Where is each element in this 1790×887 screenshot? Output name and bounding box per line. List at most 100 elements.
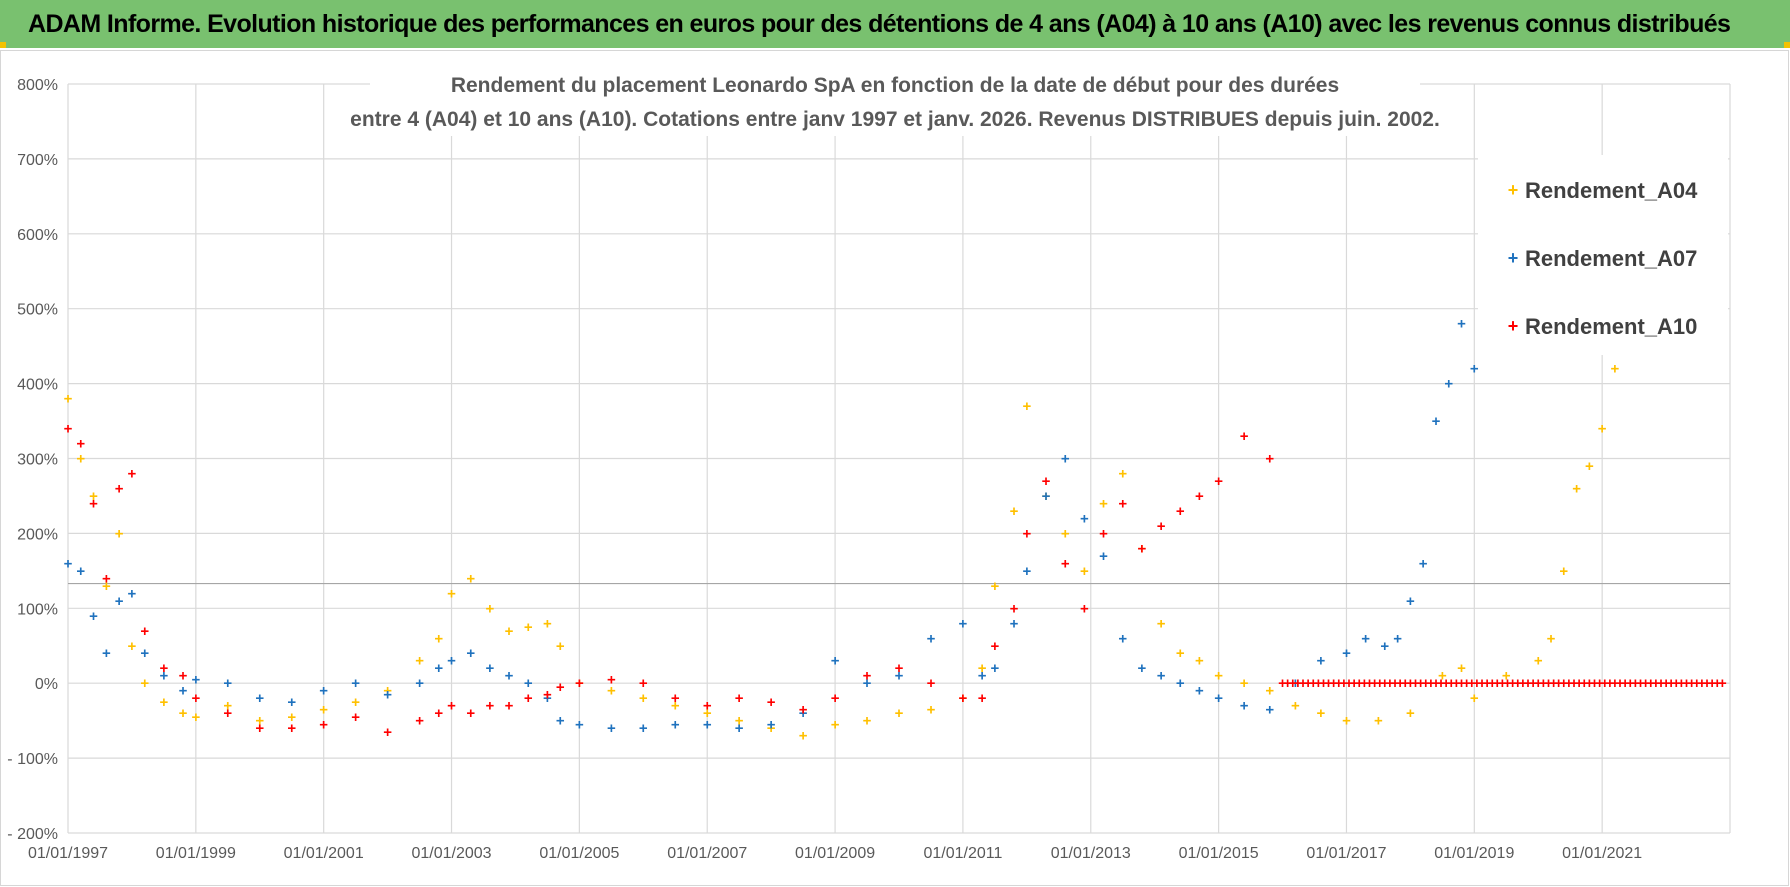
- point-rendement-a10: +: [735, 690, 744, 707]
- point-rendement-a07: +: [735, 720, 744, 737]
- point-rendement-a10-flat: +: [1365, 675, 1374, 692]
- point-rendement-a04: +: [89, 488, 98, 505]
- chart-title-line-2: entre 4 (A04) et 10 ans (A10). Cotations…: [350, 108, 1440, 131]
- point-rendement-a10-flat: +: [1457, 675, 1466, 692]
- point-rendement-a10: +: [447, 698, 456, 715]
- point-rendement-a04: +: [1502, 668, 1511, 685]
- point-rendement-a10: +: [89, 495, 98, 512]
- point-rendement-a10: +: [383, 724, 392, 741]
- point-rendement-a10: +: [1118, 495, 1127, 512]
- point-rendement-a07: +: [895, 668, 904, 685]
- point-rendement-a10: +: [319, 716, 328, 733]
- point-rendement-a10: +: [978, 690, 987, 707]
- point-rendement-a10: +: [767, 694, 776, 711]
- point-rendement-a07: +: [486, 660, 495, 677]
- point-rendement-a07: +: [505, 668, 514, 685]
- point-rendement-a07: +: [223, 675, 232, 692]
- point-rendement-a10: +: [1240, 428, 1249, 445]
- point-rendement-a07: +: [1010, 615, 1019, 632]
- point-rendement-a10: +: [671, 690, 680, 707]
- point-rendement-a10-flat: +: [1662, 675, 1671, 692]
- point-rendement-a07: +: [1406, 593, 1415, 610]
- chart-title-line-1: Rendement du placement Leonardo SpA en f…: [451, 74, 1339, 97]
- point-rendement-a04: +: [102, 578, 111, 595]
- y-tick-label: - 100%: [7, 751, 58, 768]
- point-rendement-a04: +: [991, 578, 1000, 595]
- point-rendement-a10: +: [543, 686, 552, 703]
- point-rendement-a10-flat: +: [1718, 675, 1727, 692]
- legend-label-a04: Rendement_A04: [1525, 178, 1698, 203]
- point-rendement-a07: +: [1265, 701, 1274, 718]
- point-rendement-a10-flat: +: [1631, 675, 1640, 692]
- point-rendement-a04: +: [1176, 645, 1185, 662]
- point-rendement-a10-flat: +: [1329, 675, 1338, 692]
- point-rendement-a04: +: [1291, 698, 1300, 715]
- point-rendement-a07: +: [703, 716, 712, 733]
- point-rendement-a10-flat: +: [1534, 675, 1543, 692]
- point-rendement-a10: +: [223, 705, 232, 722]
- point-rendement-a10-flat: +: [1565, 675, 1574, 692]
- point-rendement-a07: +: [1393, 630, 1402, 647]
- point-rendement-a07: +: [1342, 645, 1351, 662]
- point-rendement-a10-flat: +: [1334, 675, 1343, 692]
- point-rendement-a10-flat: +: [1580, 675, 1589, 692]
- point-rendement-a04: +: [1374, 713, 1383, 730]
- point-rendement-a10-flat: +: [1539, 675, 1548, 692]
- point-rendement-a07: +: [863, 675, 872, 692]
- point-rendement-a04: +: [1559, 563, 1568, 580]
- point-rendement-a10: +: [1157, 518, 1166, 535]
- point-rendement-a04: +: [140, 675, 149, 692]
- point-rendement-a10-flat: +: [1590, 675, 1599, 692]
- point-rendement-a10-flat: +: [1401, 675, 1410, 692]
- legend-marker-a04: +: [1508, 180, 1519, 200]
- point-rendement-a04: +: [179, 705, 188, 722]
- y-tick-label: 300%: [17, 452, 58, 469]
- point-rendement-a10: +: [1010, 600, 1019, 617]
- point-rendement-a04: +: [1010, 503, 1019, 520]
- point-rendement-a07: +: [76, 563, 85, 580]
- point-rendement-a10-flat: +: [1687, 675, 1696, 692]
- point-rendement-a07: +: [639, 720, 648, 737]
- point-rendement-a10: +: [1138, 540, 1147, 557]
- point-rendement-a10-flat: +: [1692, 675, 1701, 692]
- point-rendement-a10-flat: +: [1524, 675, 1533, 692]
- point-rendement-a10-flat: +: [1406, 675, 1415, 692]
- x-tick-label: 01/01/2007: [667, 845, 747, 862]
- point-rendement-a10: +: [1080, 600, 1089, 617]
- point-rendement-a10-flat: +: [1600, 675, 1609, 692]
- point-rendement-a04: +: [76, 451, 85, 468]
- point-rendement-a04: +: [639, 690, 648, 707]
- point-rendement-a04: +: [959, 690, 968, 707]
- y-tick-label: 200%: [17, 526, 58, 543]
- point-rendement-a07: +: [671, 716, 680, 733]
- point-rendement-a07: +: [89, 608, 98, 625]
- point-rendement-a07: +: [556, 713, 565, 730]
- point-rendement-a10-flat: +: [1483, 675, 1492, 692]
- point-rendement-a10: +: [255, 720, 264, 737]
- point-rendement-a07: +: [1419, 555, 1428, 572]
- point-rendement-a07: +: [383, 686, 392, 703]
- point-rendement-a04: +: [703, 705, 712, 722]
- point-rendement-a10-flat: +: [1314, 675, 1323, 692]
- y-tick-label: 0%: [35, 676, 58, 693]
- point-rendement-a07: +: [160, 668, 169, 685]
- point-rendement-a04: +: [447, 585, 456, 602]
- legend-marker-a10: +: [1508, 316, 1519, 336]
- point-rendement-a04: +: [831, 716, 840, 733]
- point-rendement-a10-flat: +: [1713, 675, 1722, 692]
- point-rendement-a10-flat: +: [1513, 675, 1522, 692]
- point-rendement-a07: +: [1214, 690, 1223, 707]
- data-points: +++++++++ +++ + + ++++++++ + +++ + + + + + + ++ + + ++++…: [64, 316, 1727, 745]
- point-rendement-a04: +: [767, 720, 776, 737]
- point-rendement-a10-flat: +: [1570, 675, 1579, 692]
- point-rendement-a07: +: [287, 694, 296, 711]
- point-rendement-a07: +: [607, 720, 616, 737]
- point-rendement-a10-flat: +: [1493, 675, 1502, 692]
- point-rendement-a07: +: [179, 683, 188, 700]
- point-rendement-a07: +: [1361, 630, 1370, 647]
- point-rendement-a10-flat: +: [1651, 675, 1660, 692]
- point-rendement-a10-flat: +: [1350, 675, 1359, 692]
- point-rendement-a10: +: [160, 660, 169, 677]
- point-rendement-a10-flat: +: [1360, 675, 1369, 692]
- y-tick-label: 500%: [17, 302, 58, 319]
